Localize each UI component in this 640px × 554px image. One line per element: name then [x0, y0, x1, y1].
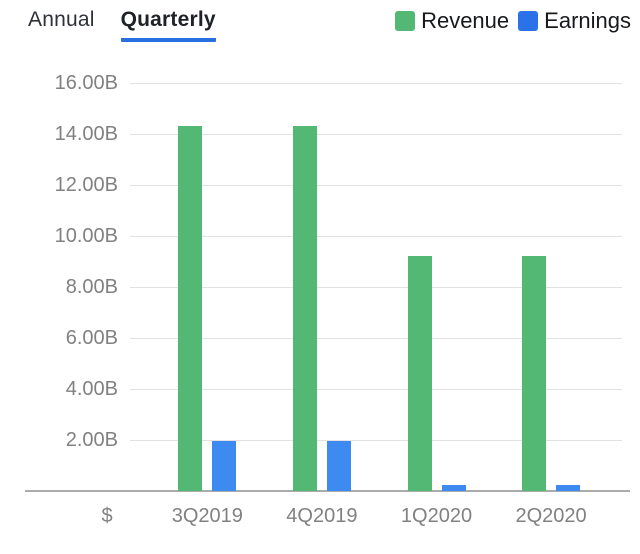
x-axis-category-label: 4Q2019: [286, 505, 358, 527]
x-axis-category-label: 1Q2020: [400, 505, 473, 527]
x-axis-line: [25, 490, 630, 492]
y-axis-tick-label: 4.00B: [65, 378, 118, 400]
bar-earnings-1Q2020[interactable]: [441, 484, 466, 491]
gridline: [130, 185, 622, 186]
bar-revenue-2Q2020[interactable]: [522, 256, 547, 491]
bar-earnings-3Q2019[interactable]: [212, 441, 237, 491]
gridline: [130, 287, 622, 288]
tab-annual[interactable]: Annual: [28, 8, 95, 31]
legend-label-earnings: Earnings: [544, 8, 631, 33]
y-axis-tick-label: 8.00B: [65, 276, 118, 298]
gridline: [130, 338, 622, 339]
y-axis-tick-label: 12.00B: [54, 174, 118, 196]
gridline: [130, 389, 622, 390]
x-axis-category-label: 3Q2019: [171, 505, 243, 527]
bar-revenue-4Q2019[interactable]: [292, 126, 317, 491]
chart-legend: Revenue Earnings: [395, 8, 631, 34]
y-axis-tick-label: 16.00B: [54, 72, 118, 94]
legend-item-earnings[interactable]: Earnings: [518, 8, 631, 34]
earnings-swatch-icon: [518, 11, 539, 31]
legend-label-revenue: Revenue: [421, 8, 510, 33]
bar-revenue-1Q2020[interactable]: [407, 256, 432, 491]
bar-earnings-2Q2020[interactable]: [556, 484, 581, 491]
bar-earnings-4Q2019[interactable]: [326, 441, 351, 491]
legend-item-revenue[interactable]: Revenue: [395, 8, 509, 34]
revenue-swatch-icon: [395, 11, 416, 31]
currency-label: $: [101, 505, 113, 527]
x-axis-category-label: 2Q2020: [515, 505, 587, 527]
period-tabs: Annual Quarterly: [28, 8, 216, 42]
y-axis-tick-label: 2.00B: [65, 429, 118, 451]
gridline: [130, 440, 622, 441]
gridline: [130, 134, 622, 135]
gridline: [130, 236, 622, 237]
gridline: [130, 83, 622, 84]
tab-quarterly[interactable]: Quarterly: [120, 8, 216, 42]
y-axis-tick-label: 10.00B: [54, 225, 118, 247]
y-axis-tick-label: 6.00B: [65, 327, 118, 349]
y-axis-tick-label: 14.00B: [54, 123, 118, 145]
bar-revenue-3Q2019[interactable]: [178, 126, 203, 491]
